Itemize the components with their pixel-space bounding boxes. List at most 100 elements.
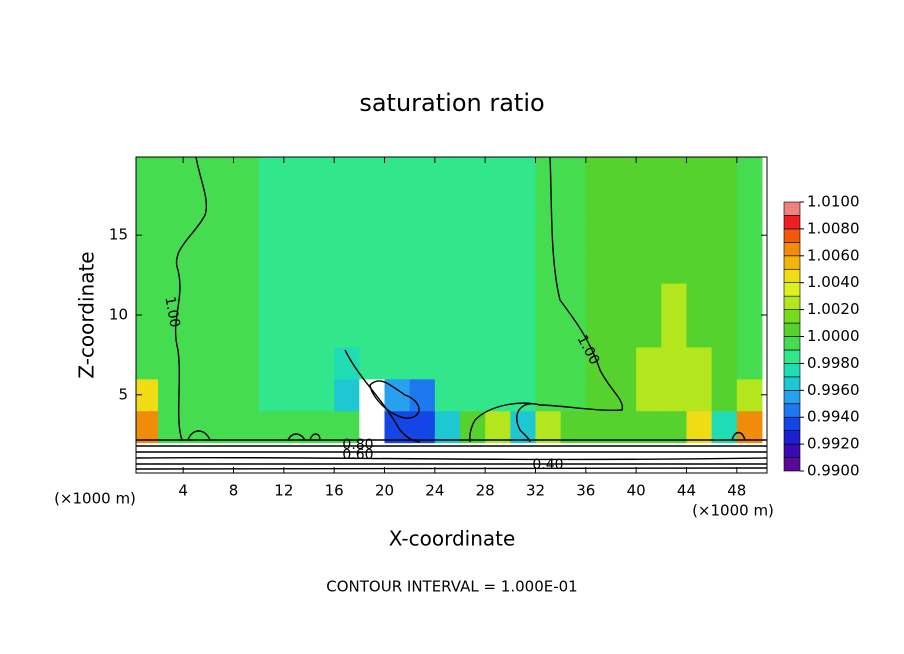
- field-cell: [136, 378, 159, 412]
- field-cell: [736, 346, 763, 380]
- field-cell: [233, 283, 260, 316]
- field-cell: [485, 219, 511, 252]
- colorbar-swatch: [783, 201, 801, 216]
- x-tick-label: 8: [229, 482, 239, 500]
- field-cell: [459, 378, 486, 412]
- colorbar-swatch: [783, 255, 801, 270]
- field-cell: [711, 378, 738, 412]
- field-cell: [434, 410, 461, 444]
- field-cell: [585, 251, 612, 284]
- colorbar-label: 0.9980: [807, 354, 860, 372]
- field-cell: [535, 187, 562, 220]
- colorbar-label: 1.0080: [807, 219, 860, 237]
- field-cell: [736, 187, 763, 220]
- field-cell: [233, 315, 260, 348]
- field-cell: [136, 315, 159, 348]
- field-cell: [283, 157, 310, 188]
- field-cell: [610, 187, 637, 220]
- x-tick-label: 24: [425, 482, 444, 500]
- field-cell: [309, 157, 335, 188]
- field-cell: [334, 378, 360, 412]
- field: [136, 157, 763, 473]
- x-axis-label: X-coordinate: [389, 527, 516, 551]
- field-cell: [636, 251, 662, 284]
- field-cell: [661, 187, 687, 220]
- field-cell: [283, 315, 310, 348]
- field-cell: [136, 410, 159, 444]
- field-cell: [258, 251, 285, 284]
- field-cell: [258, 219, 285, 252]
- field-cell: [409, 157, 436, 188]
- contour-label: 1.00: [161, 295, 182, 328]
- field-cell: [208, 187, 235, 220]
- colorbar-swatch: [783, 430, 801, 445]
- field-cell: [585, 346, 612, 380]
- field-cell: [283, 442, 310, 473]
- field-cell: [485, 378, 511, 412]
- field-cell: [384, 283, 411, 316]
- field-cell: [610, 157, 637, 188]
- field-cell: [459, 187, 486, 220]
- colorbar-swatch: [783, 403, 801, 418]
- field-cell: [309, 315, 335, 348]
- field-cell: [610, 219, 637, 252]
- field-cell: [136, 442, 159, 473]
- field-cell: [560, 187, 587, 220]
- field-cell: [183, 378, 209, 412]
- contour-label: 0.60: [342, 447, 373, 463]
- field-cell: [309, 442, 335, 473]
- field-cell: [208, 378, 235, 412]
- field-cell: [136, 346, 159, 380]
- field-cell: [485, 346, 511, 380]
- field-cell: [585, 283, 612, 316]
- field-cell: [636, 187, 662, 220]
- x-tick-label: 36: [576, 482, 595, 500]
- colorbar-swatch: [783, 416, 801, 431]
- field-cell: [283, 283, 310, 316]
- field-cell: [661, 251, 687, 284]
- field-cell: [560, 378, 587, 412]
- field-cell: [233, 219, 260, 252]
- field-cell: [359, 157, 385, 188]
- field-cell: [359, 346, 385, 380]
- x-tick-label: 44: [677, 482, 696, 500]
- x-unit-label: (×1000 m): [54, 490, 136, 508]
- field-cell: [384, 187, 411, 220]
- field-cell: [736, 315, 763, 348]
- field-cell: [158, 157, 184, 188]
- field-cell: [359, 410, 385, 444]
- field-cell: [283, 187, 310, 220]
- field-cell: [636, 315, 662, 348]
- field-cell: [158, 187, 184, 220]
- colorbar-label: 1.0100: [807, 193, 860, 211]
- x-tick-label: 28: [476, 482, 495, 500]
- field-cell: [208, 410, 235, 444]
- field-cell: [686, 251, 713, 284]
- field-cell: [686, 346, 713, 380]
- field-cell: [258, 187, 285, 220]
- colorbar-label: 0.9940: [807, 408, 860, 426]
- field-cell: [136, 157, 159, 188]
- field-cell: [434, 219, 461, 252]
- field-cell: [610, 315, 637, 348]
- field-cell: [409, 283, 436, 316]
- field-cell: [233, 378, 260, 412]
- field-cell: [158, 315, 184, 348]
- field-cell: [636, 378, 662, 412]
- field-cell: [510, 346, 536, 380]
- colorbar-swatch: [783, 376, 801, 391]
- colorbar-label: 0.9920: [807, 435, 860, 453]
- field-cell: [233, 346, 260, 380]
- field-cell: [736, 251, 763, 284]
- field-cell: [585, 219, 612, 252]
- field-cell: [459, 410, 486, 444]
- field-cell: [510, 157, 536, 188]
- field-cell: [258, 442, 285, 473]
- field-cell: [434, 157, 461, 188]
- field-cell: [560, 410, 587, 444]
- field-cell: [535, 251, 562, 284]
- field-cell: [636, 346, 662, 380]
- field-cell: [359, 219, 385, 252]
- colorbar-swatch: [783, 309, 801, 324]
- field-cell: [258, 346, 285, 380]
